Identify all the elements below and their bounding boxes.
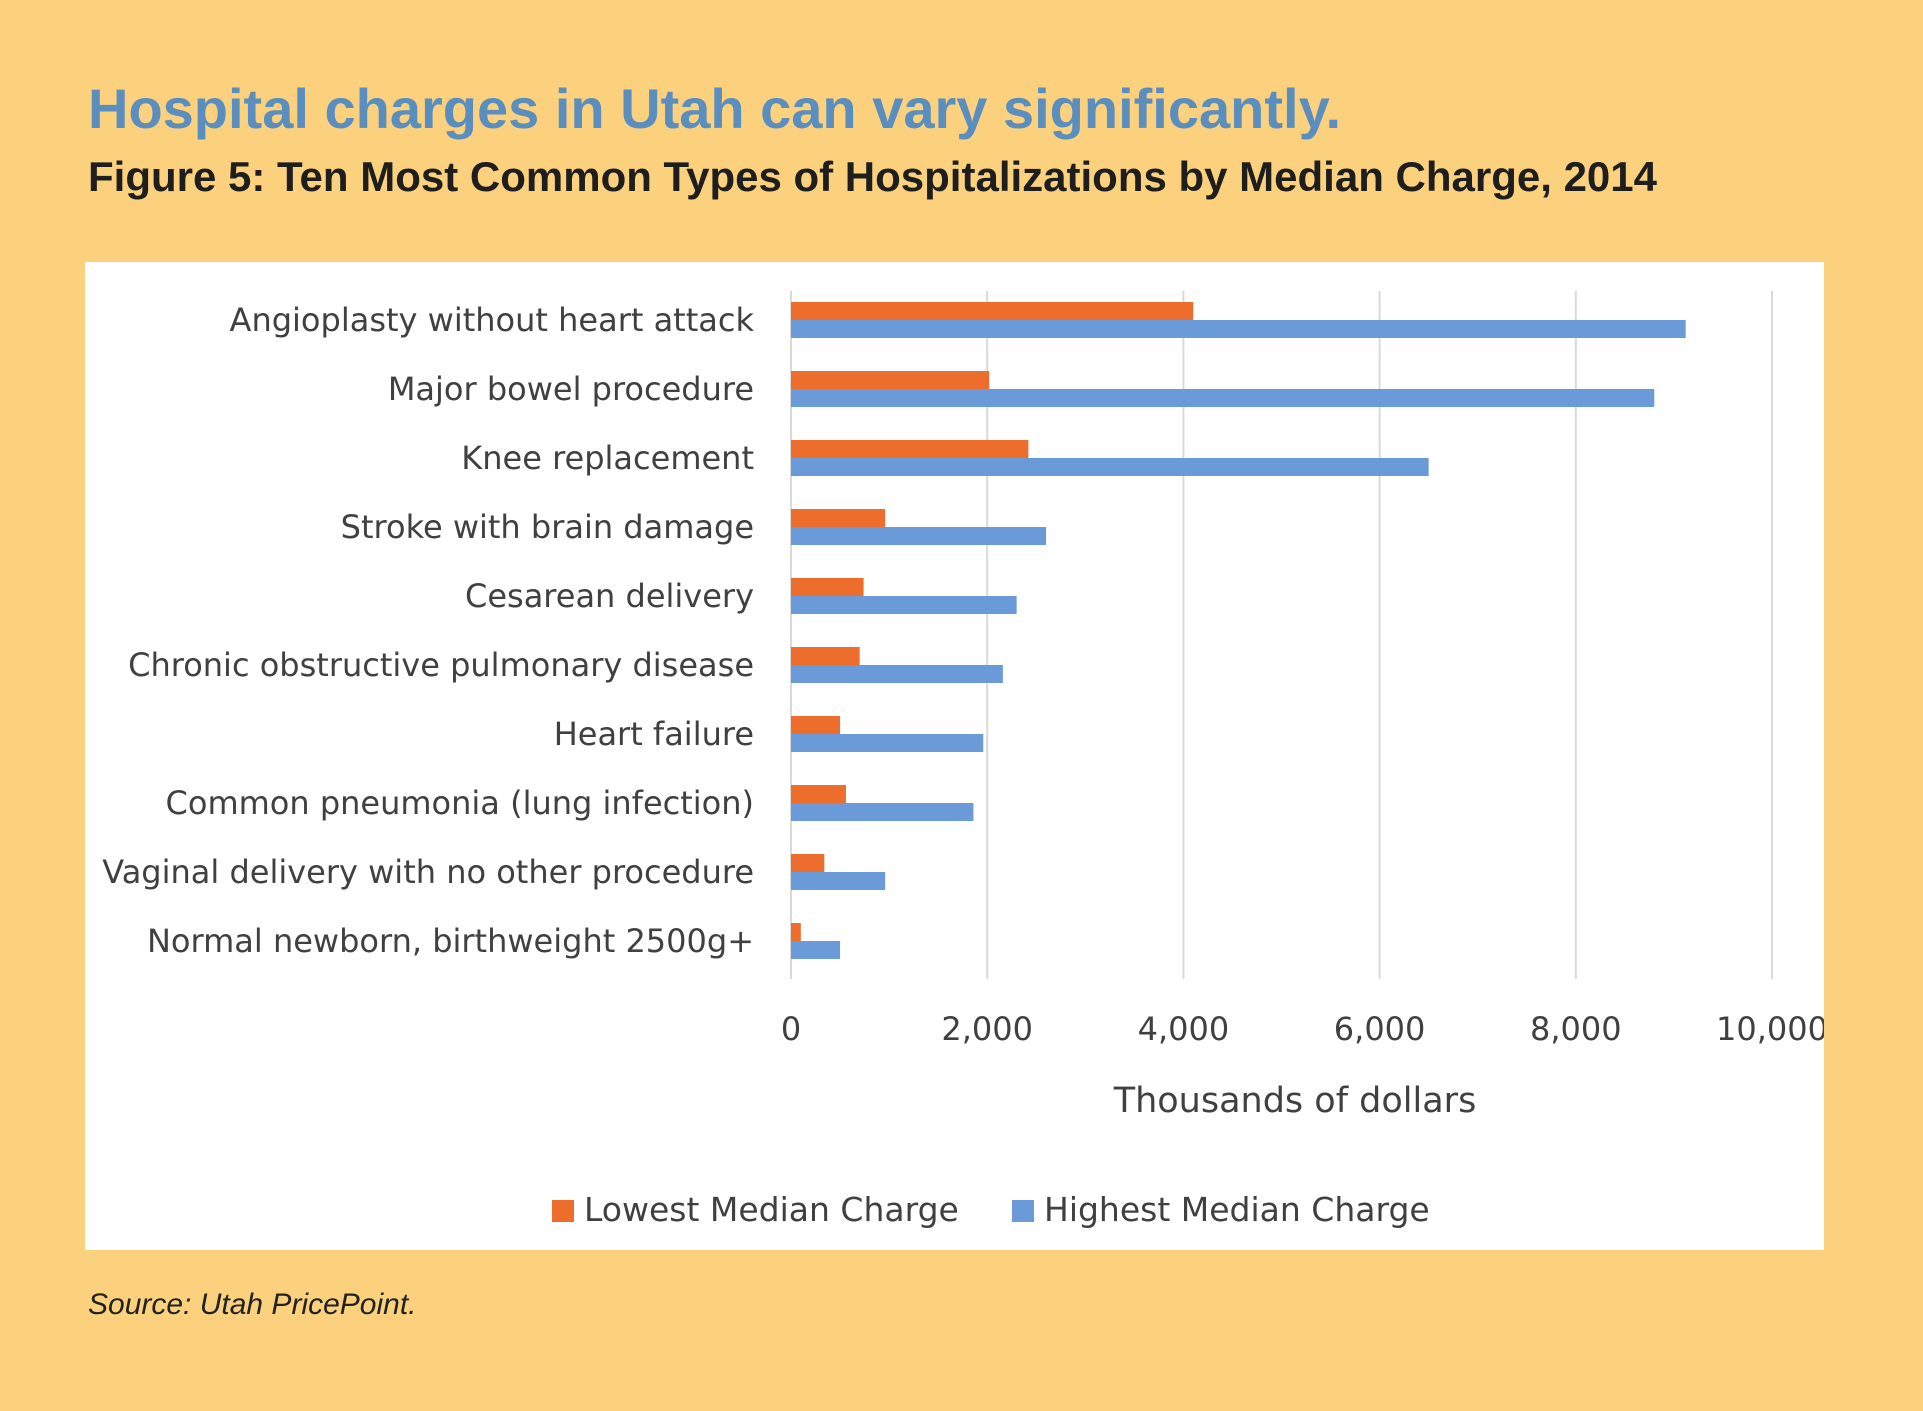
figure-title: Figure 5: Ten Most Common Types of Hospi… xyxy=(88,153,1658,200)
bar-lowest-2 xyxy=(791,440,1029,458)
chart-bars xyxy=(791,302,1686,959)
category-label: Common pneumonia (lung infection) xyxy=(166,784,754,822)
bar-lowest-3 xyxy=(791,509,886,527)
x-tick-label: 6,000 xyxy=(1334,1010,1426,1048)
category-label: Stroke with brain damage xyxy=(341,508,754,546)
bar-lowest-1 xyxy=(791,371,990,389)
page-headline: Hospital charges in Utah can vary signif… xyxy=(88,77,1342,140)
x-tick-label: 4,000 xyxy=(1138,1010,1230,1048)
chart-legend: Lowest Median Charge Highest Median Charg… xyxy=(552,1190,1430,1229)
category-label: Major bowel procedure xyxy=(388,370,754,408)
category-label: Cesarean delivery xyxy=(465,577,754,615)
bar-chart: Angioplasty without heart attack Major bo… xyxy=(102,291,1824,1229)
category-label: Chronic obstructive pulmonary disease xyxy=(128,646,754,684)
category-label: Normal newborn, birthweight 2500g+ xyxy=(147,922,754,960)
bar-highest-3 xyxy=(791,527,1047,545)
bar-lowest-0 xyxy=(791,302,1194,320)
bar-highest-8 xyxy=(791,872,886,890)
bar-highest-9 xyxy=(791,941,841,959)
bar-highest-6 xyxy=(791,734,984,752)
category-label: Vaginal delivery with no other procedure xyxy=(102,853,754,891)
bar-lowest-9 xyxy=(791,923,801,941)
x-tick-label: 2,000 xyxy=(941,1010,1033,1048)
bar-lowest-4 xyxy=(791,578,864,596)
bar-highest-4 xyxy=(791,596,1017,614)
bar-lowest-5 xyxy=(791,647,860,665)
category-label: Angioplasty without heart attack xyxy=(230,301,755,339)
x-axis-title: Thousands of dollars xyxy=(1113,1081,1477,1121)
x-tick-label: 10,000 xyxy=(1716,1010,1824,1048)
bar-highest-5 xyxy=(791,665,1003,683)
x-tick-label: 0 xyxy=(781,1010,801,1048)
bar-lowest-7 xyxy=(791,785,846,803)
legend-lowest-swatch xyxy=(552,1200,574,1222)
bar-lowest-8 xyxy=(791,854,825,872)
category-labels: Angioplasty without heart attack Major bo… xyxy=(102,301,754,960)
bar-highest-0 xyxy=(791,320,1686,338)
x-tick-label: 8,000 xyxy=(1530,1010,1622,1048)
category-label: Knee replacement xyxy=(461,439,754,477)
legend-highest-swatch xyxy=(1012,1200,1034,1222)
legend-lowest-label: Lowest Median Charge xyxy=(584,1190,959,1229)
bar-highest-2 xyxy=(791,458,1429,476)
bar-highest-1 xyxy=(791,389,1655,407)
category-label: Heart failure xyxy=(554,715,754,753)
x-tick-labels: 0 2,000 4,000 6,000 8,000 10,000 xyxy=(781,1010,1824,1048)
legend-highest-label: Highest Median Charge xyxy=(1044,1190,1430,1229)
bar-highest-7 xyxy=(791,803,974,821)
bar-lowest-6 xyxy=(791,716,841,734)
source-note: Source: Utah PricePoint. xyxy=(88,1288,417,1321)
chart-panel: Angioplasty without heart attack Major bo… xyxy=(85,262,1824,1250)
